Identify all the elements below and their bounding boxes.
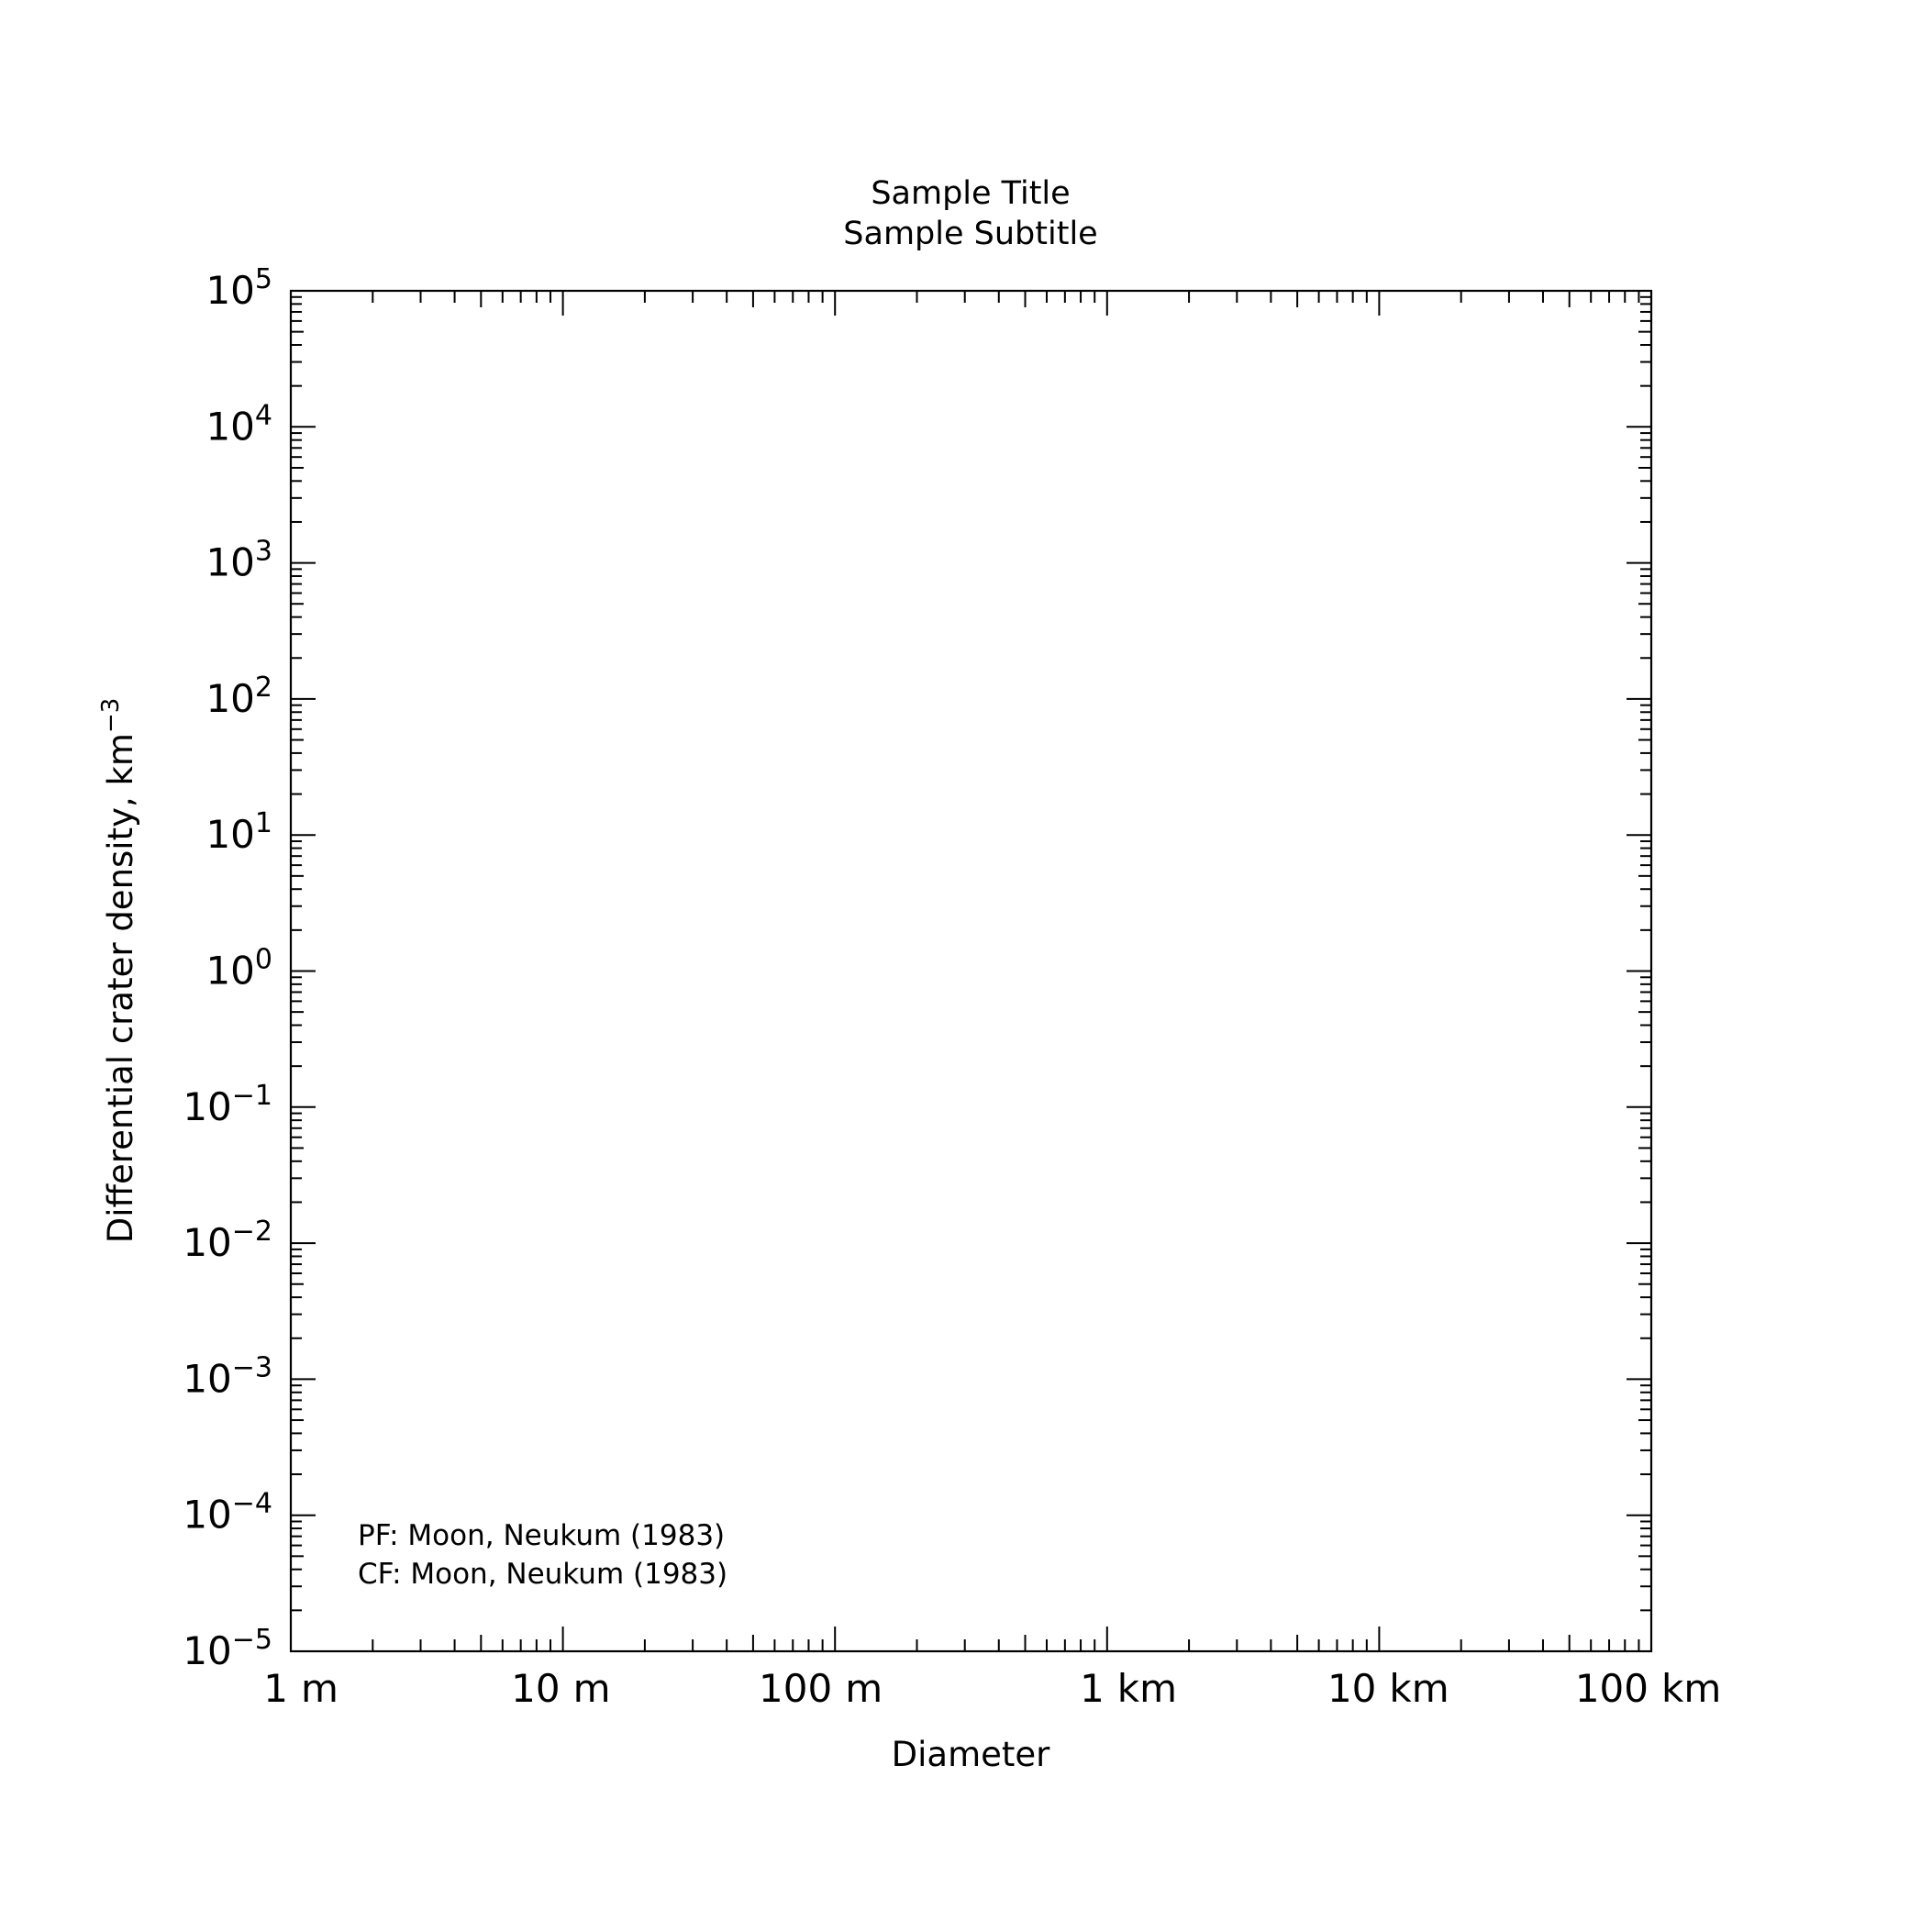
y-tick-label-exponent: 3 (255, 536, 272, 568)
y-tick-label-exponent: −2 (232, 1216, 272, 1248)
y-tick-label-base: 10 (205, 676, 254, 721)
y-tick-label-base: 10 (183, 1493, 231, 1538)
y-tick-label: 10−5 (183, 1624, 272, 1673)
x-tick-label-number: 10 (511, 1666, 560, 1711)
y-tick-label-exponent: 1 (255, 807, 272, 839)
x-tick-labels: 1 m 10 m 100 m 1 km 10 km 100 km (263, 1666, 1721, 1711)
y-axis-label-text: Differential crater density, km (101, 733, 140, 1243)
y-tick-label: 101 (205, 807, 272, 857)
y-tick-label-base: 10 (183, 1084, 231, 1129)
y-tick-label: 103 (205, 536, 272, 585)
y-tick-label-base: 10 (183, 1356, 231, 1401)
y-tick-label-base: 10 (183, 1220, 231, 1265)
y-tick-label-base: 10 (205, 812, 254, 857)
chart-subtitle: Sample Subtitle (843, 216, 1097, 252)
y-axis-label-exponent: −3 (97, 698, 125, 733)
x-tick-label-number: 1 (263, 1666, 288, 1711)
y-tick-label-exponent: −4 (232, 1488, 272, 1520)
y-tick-label-exponent: −1 (232, 1080, 272, 1112)
x-tick-label-number: 100 (1575, 1666, 1649, 1711)
annotation-pf: PF: Moon, Neukum (1983) (358, 1519, 725, 1552)
y-tick-label-exponent: 4 (255, 399, 272, 431)
chart-title: Sample Title (871, 175, 1070, 212)
y-tick-label-exponent: −3 (232, 1351, 272, 1383)
annotation-cf: CF: Moon, Neukum (1983) (358, 1558, 727, 1591)
y-tick-label: 10−3 (183, 1351, 272, 1401)
x-tick-label-number: 100 (759, 1666, 832, 1711)
y-tick-label: 10−4 (183, 1488, 272, 1538)
y-tick-label: 102 (205, 672, 272, 721)
x-tick-label-unit: m (845, 1666, 883, 1711)
x-tick-label-unit: m (573, 1666, 611, 1711)
y-tick-label-base: 10 (183, 1628, 231, 1673)
x-tick-label-unit: m (301, 1666, 339, 1711)
x-tick-label-unit: km (1117, 1666, 1177, 1711)
y-axis-label: Differential crater density, km−3 (97, 698, 140, 1244)
plot-frame (289, 289, 1653, 1653)
x-tick-label-unit: km (1661, 1666, 1721, 1711)
x-tick-label-number: 10 (1327, 1666, 1376, 1711)
x-tick-label-number: 1 (1080, 1666, 1105, 1711)
x-axis-label: Diameter (892, 1735, 1051, 1774)
y-tick-label-exponent: 5 (255, 263, 272, 295)
y-tick-label-base: 10 (205, 540, 254, 585)
y-tick-label-base: 10 (205, 404, 254, 449)
y-tick-label-exponent: 2 (255, 672, 272, 704)
y-tick-label-exponent: 0 (255, 944, 272, 976)
y-tick-label-base: 10 (205, 949, 254, 994)
y-tick-label: 104 (205, 399, 272, 449)
y-tick-label-base: 10 (205, 268, 254, 313)
y-tick-label-exponent: −5 (232, 1624, 272, 1656)
y-tick-label: 10−1 (183, 1080, 272, 1129)
axis-ticks (290, 290, 1652, 1652)
y-tick-label: 10−2 (183, 1216, 272, 1265)
y-tick-label: 100 (205, 944, 272, 994)
x-tick-label-unit: km (1389, 1666, 1449, 1711)
y-tick-label: 105 (205, 263, 272, 313)
